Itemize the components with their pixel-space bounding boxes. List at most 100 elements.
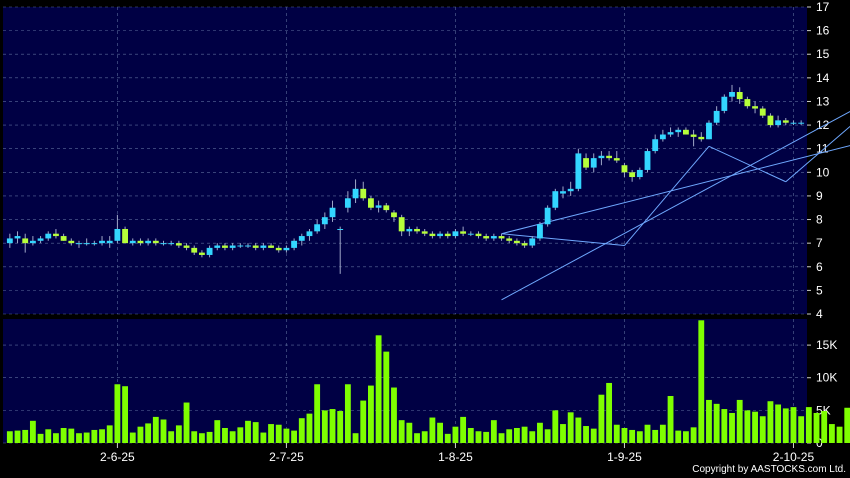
volume-bar: [606, 382, 613, 443]
price-tick-label: 12: [816, 118, 830, 132]
volume-bar: [45, 429, 52, 443]
candle-body: [375, 205, 382, 208]
candle-body: [268, 245, 274, 248]
candle-body: [168, 243, 175, 245]
x-tick-label: 2-7-25: [269, 450, 304, 464]
candle-body: [329, 207, 336, 218]
candle-body: [229, 245, 236, 248]
volume-bar: [76, 433, 82, 443]
candle-body: [429, 233, 436, 237]
volume-bars: [6, 320, 850, 443]
volume-bar: [129, 432, 136, 443]
candle-body: [613, 158, 620, 161]
volume-tick-label: 10K: [816, 371, 837, 385]
volume-bar: [91, 429, 98, 443]
candle-body: [767, 115, 774, 126]
price-tick-label: 5: [816, 283, 823, 297]
volume-bar: [590, 428, 597, 443]
volume-bar: [68, 428, 75, 443]
trend-line: [785, 125, 850, 183]
candle-body: [414, 228, 420, 232]
x-tick-label: 1-8-25: [438, 450, 473, 464]
volume-bar: [713, 403, 720, 443]
volume-bar: [621, 427, 628, 443]
volume-bar: [245, 420, 251, 443]
candle-body: [76, 243, 82, 245]
volume-bar: [191, 431, 198, 443]
volume-bar: [537, 422, 543, 443]
volume-bar: [83, 432, 90, 443]
volume-bar: [560, 424, 566, 443]
candle-body: [744, 99, 751, 107]
candle-body: [552, 191, 559, 208]
volume-bar: [659, 424, 666, 443]
volume-bar: [644, 424, 651, 443]
volume-bar: [206, 431, 213, 443]
candle-body: [560, 191, 566, 194]
candle-body: [198, 252, 205, 255]
volume-bar: [821, 411, 828, 443]
volume-bar: [160, 419, 167, 443]
candle-body: [29, 240, 36, 244]
volume-bar: [652, 429, 659, 443]
volume-bar: [805, 407, 812, 443]
candle-body: [444, 233, 451, 237]
volume-bar: [37, 433, 44, 443]
candle-body: [629, 172, 636, 178]
candle-body: [91, 243, 98, 245]
candle-body: [191, 247, 198, 253]
volume-bar: [775, 404, 782, 443]
candle-body: [583, 158, 589, 168]
volume-bar: [682, 431, 689, 443]
candle-body: [437, 233, 443, 237]
candle-body: [245, 245, 251, 247]
candle-body: [598, 155, 605, 159]
volume-bar: [513, 427, 520, 443]
volume-bar: [398, 420, 405, 443]
candle-body: [659, 134, 666, 140]
volume-bar: [145, 423, 152, 443]
price-grid: [3, 6, 807, 315]
candle-body: [6, 238, 13, 244]
volume-bar: [137, 426, 144, 443]
volume-bar: [437, 422, 443, 443]
candle-body: [736, 92, 743, 100]
candle-body: [490, 236, 497, 239]
candle-body: [636, 169, 643, 178]
volume-bar: [421, 431, 428, 443]
candle-body: [590, 158, 597, 168]
volume-tick-label: 0: [816, 436, 823, 450]
candle-body: [529, 238, 536, 246]
volume-bar: [675, 430, 682, 443]
volume-bar: [667, 396, 674, 443]
volume-bar: [782, 408, 789, 443]
candle-body: [222, 245, 228, 248]
candle-body: [368, 198, 374, 208]
candle-body: [298, 236, 305, 241]
volume-bar: [368, 385, 374, 443]
volume-bar: [798, 416, 805, 443]
volume-bar: [260, 432, 267, 443]
volume-bar: [237, 427, 244, 443]
candle-body: [260, 245, 267, 248]
candle-body: [175, 243, 182, 246]
volume-bar: [360, 400, 367, 443]
candle-body: [721, 96, 728, 111]
candle-body: [160, 243, 167, 245]
trend-line: [624, 146, 710, 246]
candle-body: [252, 245, 259, 248]
candle-body: [152, 240, 159, 244]
volume-bar: [337, 411, 344, 443]
candle-body: [283, 247, 290, 251]
candle-body: [798, 122, 805, 124]
trend-lines: [501, 110, 850, 301]
volume-bar: [529, 431, 536, 443]
volume-bar: [698, 320, 705, 443]
candle-body: [391, 212, 397, 218]
candle-body: [45, 233, 52, 239]
volume-bar: [790, 407, 797, 443]
copyright-text: Copyright by AASTOCKS.com Ltd.: [692, 464, 846, 475]
volume-bar: [844, 407, 850, 443]
volume-bar: [391, 387, 397, 443]
